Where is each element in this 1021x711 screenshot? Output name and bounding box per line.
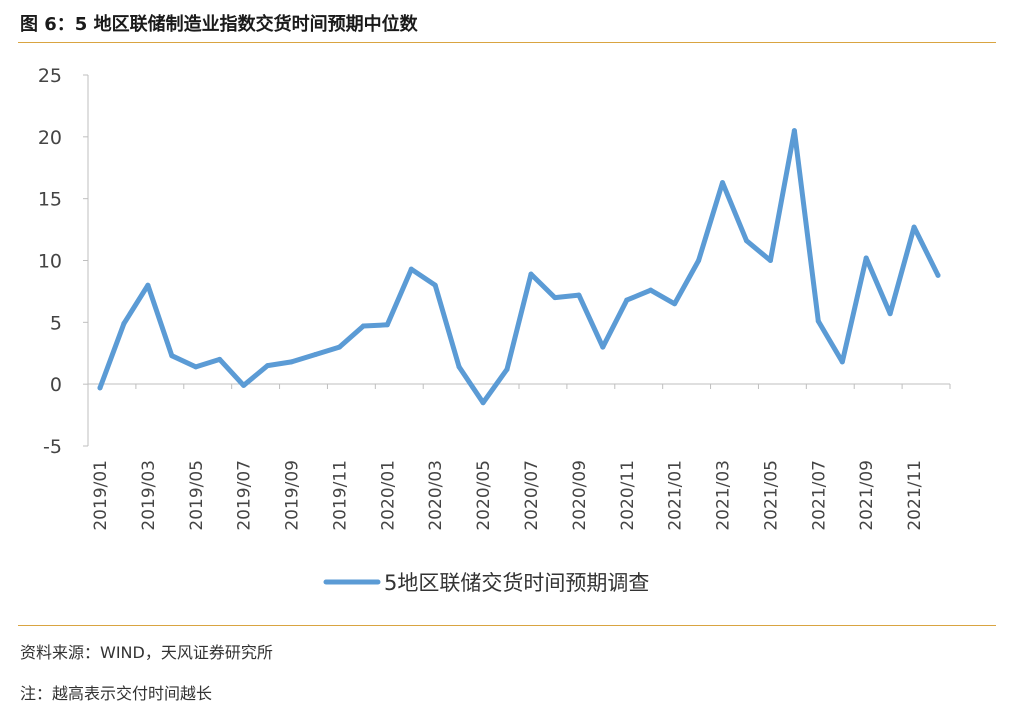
y-tick-label: 20 bbox=[38, 127, 62, 149]
x-tick-label: 2020/03 bbox=[426, 460, 446, 531]
data-point bbox=[145, 282, 151, 288]
data-point bbox=[815, 318, 821, 324]
data-point bbox=[791, 128, 797, 134]
data-point bbox=[289, 359, 295, 365]
data-point bbox=[863, 255, 869, 261]
data-point bbox=[600, 344, 606, 350]
y-tick-label: 15 bbox=[38, 189, 62, 211]
data-point bbox=[193, 364, 199, 370]
data-point bbox=[265, 363, 271, 369]
data-point bbox=[576, 292, 582, 298]
data-point bbox=[169, 353, 175, 359]
series-line bbox=[97, 128, 941, 406]
x-tick-label: 2021/07 bbox=[809, 460, 829, 531]
legend: 5地区联储交货时间预期调查 bbox=[323, 571, 649, 595]
figure-title: 图 6：5 地区联储制造业指数交货时间预期中位数 bbox=[20, 14, 418, 35]
data-point bbox=[384, 322, 390, 328]
data-point bbox=[648, 287, 654, 293]
x-tick-label: 2019/07 bbox=[235, 460, 255, 531]
x-tick-label: 2020/11 bbox=[618, 460, 638, 531]
data-point bbox=[504, 366, 510, 372]
x-tick-label: 2021/05 bbox=[761, 460, 781, 531]
data-point bbox=[743, 238, 749, 244]
y-tick-label: -5 bbox=[43, 436, 62, 458]
data-point bbox=[528, 271, 534, 277]
y-axis: -5 0 5 10 15 20 25 bbox=[38, 65, 89, 458]
data-point bbox=[552, 295, 558, 301]
data-point bbox=[408, 266, 414, 272]
y-tick-label: 25 bbox=[38, 65, 62, 87]
x-tick-label: 2020/05 bbox=[474, 460, 494, 531]
y-tick-label: 0 bbox=[50, 374, 62, 396]
data-point bbox=[480, 400, 486, 406]
x-axis: 2019/01 2019/03 2019/05 2019/07 2019/09 2019/… bbox=[87, 383, 951, 531]
data-point bbox=[217, 356, 223, 362]
x-tick-label: 2019/09 bbox=[283, 460, 303, 531]
x-tick-label: 2021/09 bbox=[857, 460, 877, 531]
x-tick-label: 2021/03 bbox=[714, 460, 734, 531]
data-point bbox=[720, 180, 726, 186]
data-point bbox=[360, 323, 366, 329]
x-tick-label: 2020/07 bbox=[522, 460, 542, 531]
data-point bbox=[312, 351, 318, 357]
x-tick-label: 2020/09 bbox=[570, 460, 590, 531]
x-tick-label: 2021/11 bbox=[905, 460, 925, 531]
data-point bbox=[767, 258, 773, 263]
x-tick-label: 2019/03 bbox=[139, 460, 159, 531]
x-tick-label: 2019/11 bbox=[330, 460, 350, 531]
title-divider bbox=[18, 42, 996, 43]
y-tick-label: 10 bbox=[38, 251, 62, 273]
x-tick-label: 2021/01 bbox=[666, 460, 686, 531]
footnote: 注：越高表示交付时间越长 bbox=[20, 684, 213, 703]
data-point bbox=[336, 344, 342, 350]
data-point bbox=[887, 311, 893, 317]
x-tick-label: 2019/05 bbox=[187, 460, 207, 531]
source-note: 资料来源：WIND，天风证券研究所 bbox=[20, 643, 273, 662]
x-tick-label: 2019/01 bbox=[91, 460, 111, 531]
data-point bbox=[432, 282, 438, 288]
data-point bbox=[839, 359, 845, 365]
data-point bbox=[696, 258, 702, 263]
data-point bbox=[241, 382, 247, 388]
footer-divider bbox=[18, 625, 996, 626]
data-point bbox=[911, 224, 917, 230]
y-tick-label: 5 bbox=[50, 312, 62, 334]
data-point bbox=[672, 301, 678, 307]
data-point bbox=[121, 321, 127, 327]
data-point bbox=[624, 297, 630, 303]
data-point bbox=[935, 272, 941, 278]
data-point bbox=[97, 385, 103, 391]
x-tick-label: 2020/01 bbox=[378, 460, 398, 531]
legend-label: 5地区联储交货时间预期调查 bbox=[384, 571, 649, 595]
data-point bbox=[456, 364, 462, 370]
series-layer bbox=[97, 128, 941, 406]
